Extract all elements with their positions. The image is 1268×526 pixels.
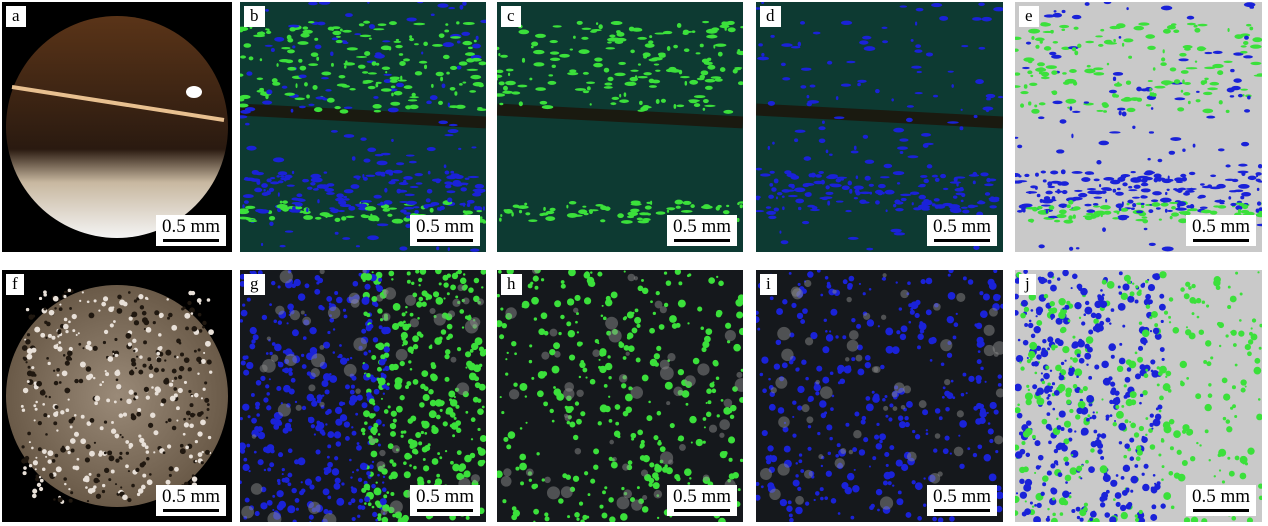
scale-bar-label: 0.5 mm	[1191, 486, 1250, 507]
scale-bar-label: 0.5 mm	[1191, 216, 1250, 237]
scale-bar-label: 0.5 mm	[932, 486, 991, 507]
panel-image	[2, 2, 232, 252]
panel-g: g 0.5 mm	[240, 270, 486, 522]
scale-bar: 0.5 mm	[1185, 215, 1256, 246]
panel-label: f	[6, 274, 24, 295]
panel-image	[240, 2, 486, 252]
panel-label: c	[501, 6, 521, 27]
scale-bar-label: 0.5 mm	[932, 216, 991, 237]
panel-d: d 0.5 mm	[756, 2, 1003, 252]
panel-image	[2, 270, 232, 522]
panel-f: f 0.5 mm	[2, 270, 232, 522]
scale-bar: 0.5 mm	[155, 485, 226, 516]
panel-label: g	[244, 274, 265, 295]
panel-j: j 0.5 mm	[1015, 270, 1262, 522]
scale-bar: 0.5 mm	[666, 215, 737, 246]
panel-label: h	[501, 274, 522, 295]
scale-bar-line	[1192, 239, 1249, 242]
scale-bar: 0.5 mm	[155, 215, 226, 246]
scale-bar: 0.5 mm	[409, 485, 480, 516]
scale-bar-line	[933, 509, 990, 512]
scale-bar-line	[933, 239, 990, 242]
panel-label: a	[6, 6, 26, 27]
scale-bar: 0.5 mm	[409, 215, 480, 246]
scale-bar-line	[162, 509, 219, 512]
panel-image	[497, 270, 743, 522]
panel-label: d	[760, 6, 781, 27]
panel-e: e 0.5 mm	[1015, 2, 1262, 252]
scale-bar-label: 0.5 mm	[161, 216, 220, 237]
panel-c: c 0.5 mm	[497, 2, 743, 252]
scale-bar-label: 0.5 mm	[415, 486, 474, 507]
panel-image	[240, 270, 486, 522]
panel-image	[756, 2, 1003, 252]
panel-h: h 0.5 mm	[497, 270, 743, 522]
scale-bar-label: 0.5 mm	[415, 216, 474, 237]
scale-bar: 0.5 mm	[666, 485, 737, 516]
scale-bar-line	[673, 239, 730, 242]
panel-image	[756, 270, 1003, 522]
panel-i: i 0.5 mm	[756, 270, 1003, 522]
scale-bar-line	[416, 239, 473, 242]
scale-bar-label: 0.5 mm	[161, 486, 220, 507]
scale-bar: 0.5 mm	[926, 215, 997, 246]
panel-b: b 0.5 mm	[240, 2, 486, 252]
scale-bar-label: 0.5 mm	[672, 216, 731, 237]
panel-label: b	[244, 6, 265, 27]
panel-a: a 0.5 mm	[2, 2, 232, 252]
scale-bar-label: 0.5 mm	[672, 486, 731, 507]
scale-bar: 0.5 mm	[1185, 485, 1256, 516]
scale-bar: 0.5 mm	[926, 485, 997, 516]
panel-label: j	[1019, 274, 1036, 295]
panel-label: e	[1019, 6, 1039, 27]
scale-bar-line	[1192, 509, 1249, 512]
panel-image	[1015, 2, 1262, 252]
scale-bar-line	[673, 509, 730, 512]
panel-label: i	[760, 274, 777, 295]
scale-bar-line	[162, 239, 219, 242]
scale-bar-line	[416, 509, 473, 512]
